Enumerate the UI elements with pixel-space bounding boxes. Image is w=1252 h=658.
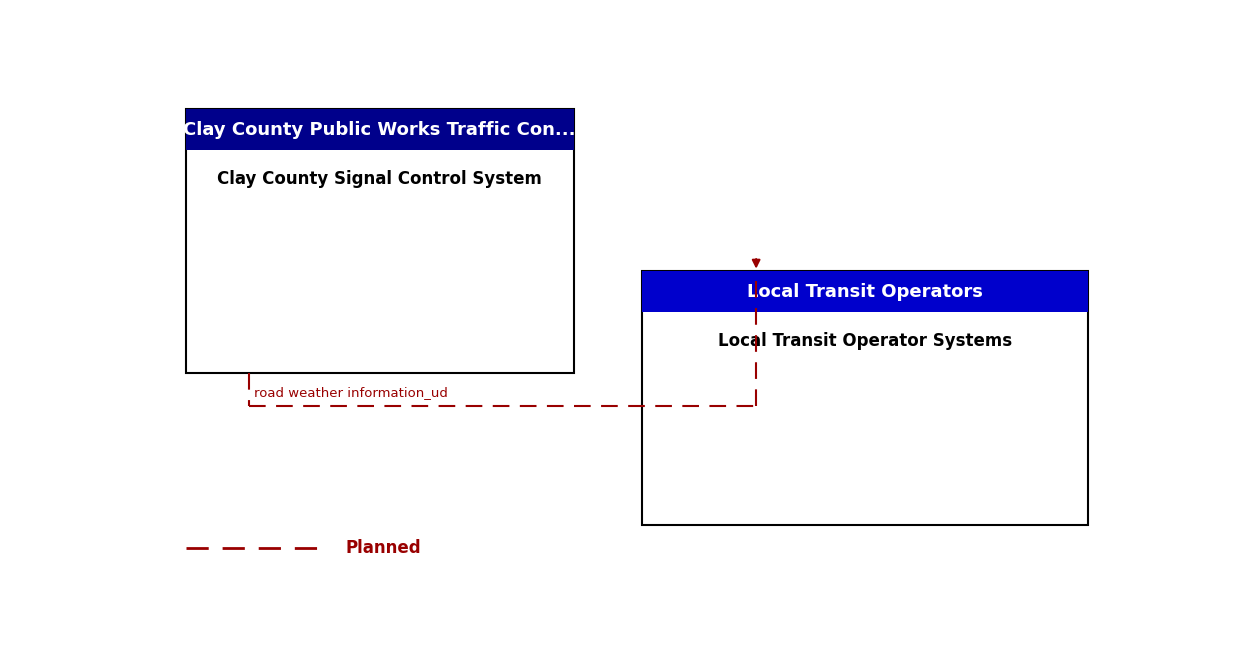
Text: road weather information_ud: road weather information_ud xyxy=(253,386,447,399)
Bar xyxy=(641,272,1088,525)
Bar xyxy=(185,109,573,373)
Text: Local Transit Operator Systems: Local Transit Operator Systems xyxy=(717,332,1012,350)
Bar xyxy=(185,109,573,150)
Text: Planned: Planned xyxy=(346,539,422,557)
Bar xyxy=(641,272,1088,312)
Text: Clay County Public Works Traffic Con...: Clay County Public Works Traffic Con... xyxy=(184,120,576,139)
Text: Local Transit Operators: Local Transit Operators xyxy=(747,283,983,301)
Text: Clay County Signal Control System: Clay County Signal Control System xyxy=(218,170,542,188)
